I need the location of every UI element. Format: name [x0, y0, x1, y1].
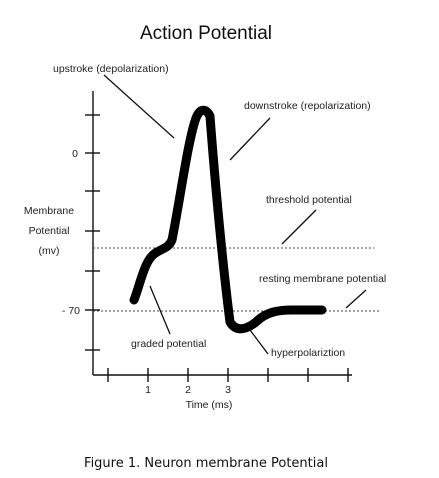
figure-title: Action Potential	[140, 23, 272, 44]
graded-potential-label: graded potential	[131, 338, 206, 350]
y-axis-label-line3: (mv)	[39, 245, 60, 257]
action-potential-curve	[129, 105, 327, 334]
y-tick-label-minus70: - 70	[62, 305, 80, 317]
x-axis-label: Time (ms)	[186, 399, 233, 411]
y-axis-label-line1: Membrane	[24, 205, 74, 217]
downstroke-pointer	[229, 117, 271, 161]
downstroke-label: downstroke (repolarization)	[244, 100, 371, 112]
y-axis-ticks	[85, 114, 100, 351]
y-tick-label-0: 0	[72, 148, 78, 160]
x-axis-ticks	[107, 368, 349, 382]
hyperpolarization-pointer	[249, 329, 269, 355]
x-tick-label-3: 3	[225, 384, 231, 396]
threshold-label: threshold potential	[266, 194, 352, 206]
graded-pointer	[149, 285, 171, 335]
hyperpolarization-label: hyperpolariztion	[271, 347, 345, 359]
y-axis-label-line2: Potential	[29, 225, 70, 237]
threshold-pointer	[281, 209, 317, 245]
figure-caption: Figure 1. Neuron membrane Potential	[84, 456, 328, 471]
resting-pointer	[345, 289, 367, 309]
resting-label: resting membrane potential	[259, 273, 386, 285]
upstroke-pointer	[103, 74, 175, 139]
x-tick-label-1: 1	[145, 384, 151, 396]
upstroke-label: upstroke (depolarization)	[53, 63, 169, 75]
x-tick-label-2: 2	[185, 384, 191, 396]
